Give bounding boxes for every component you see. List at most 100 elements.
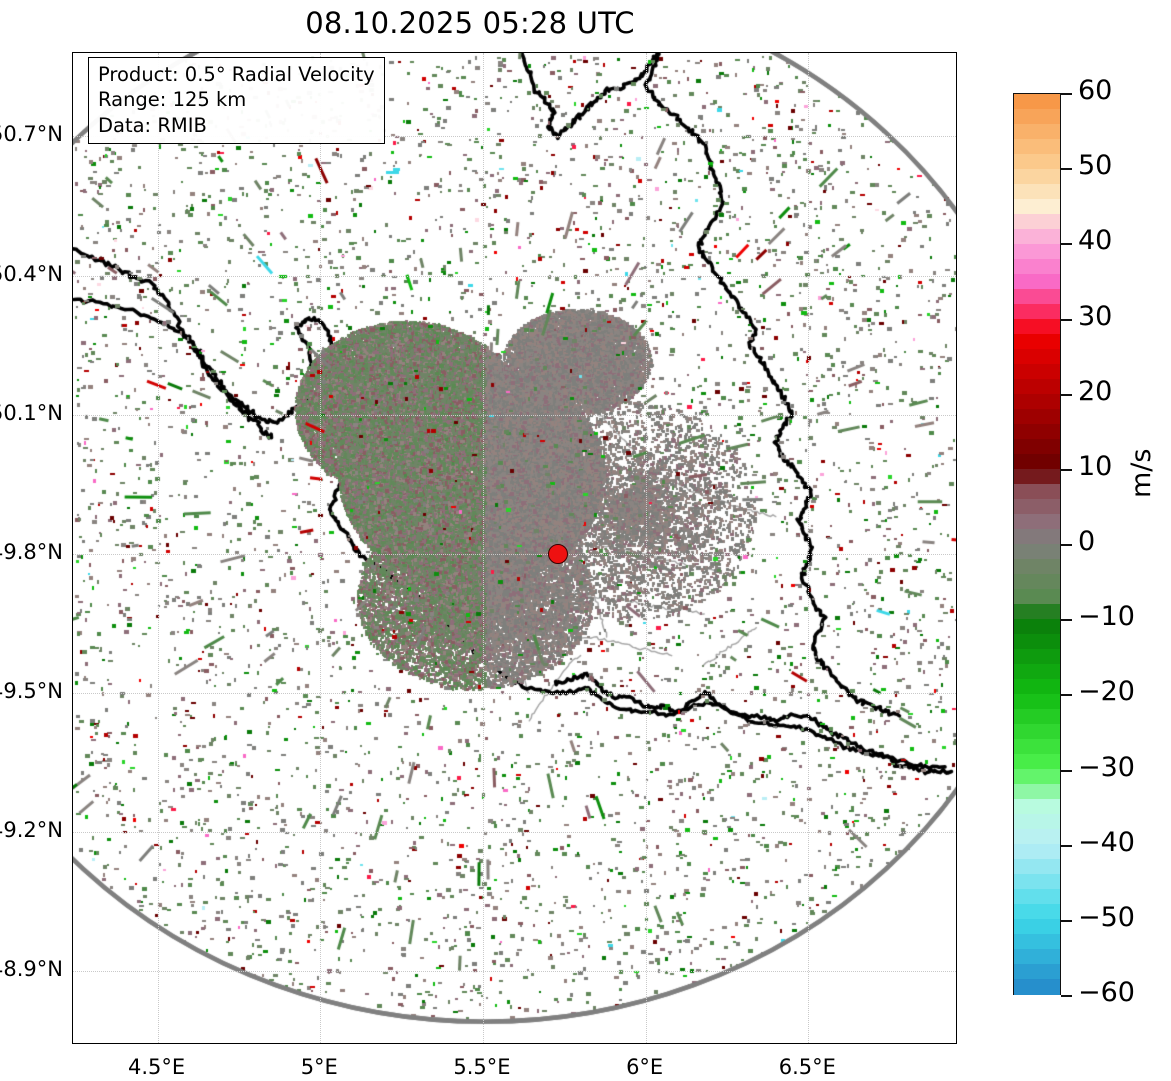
colorbar-band	[1014, 409, 1060, 426]
lat-tick-label: 50.7°N	[0, 122, 63, 147]
info-range: Range: 125 km	[98, 88, 247, 112]
lat-tick-label: 48.9°N	[0, 956, 63, 981]
colorbar-band	[1014, 349, 1060, 366]
product-info-box: Product: 0.5° Radial Velocity Range: 125…	[88, 57, 385, 145]
colorbar-tick	[1061, 243, 1072, 246]
lon-tick-label: 5.5°E	[453, 1055, 511, 1079]
lat-tick-label: 49.5°N	[0, 678, 63, 703]
colorbar-band	[1014, 574, 1060, 591]
colorbar-band	[1014, 109, 1060, 126]
colorbar-band	[1014, 859, 1060, 876]
colorbar-band	[1014, 649, 1060, 666]
colorbar-band	[1014, 814, 1060, 831]
colorbar-band	[1014, 934, 1060, 951]
info-data-source: Data: RMIB	[98, 113, 207, 137]
radar-plot-area[interactable]	[72, 52, 957, 1044]
gridline-lat	[73, 553, 956, 555]
colorbar-tick	[1061, 318, 1072, 321]
lon-tick-label: 6.5°E	[778, 1055, 836, 1079]
colorbar-band	[1014, 199, 1060, 216]
colorbar-tick-label: 20	[1078, 375, 1113, 407]
colorbar-tick	[1061, 919, 1072, 922]
colorbar-tick-label: −40	[1078, 826, 1135, 858]
colorbar-band	[1014, 754, 1060, 771]
colorbar-band	[1014, 379, 1060, 396]
colorbar-tick	[1061, 93, 1072, 95]
lat-tick-label: 50.4°N	[0, 261, 63, 286]
colorbar-band	[1014, 679, 1060, 696]
gridline-lat	[73, 275, 956, 277]
colorbar-tick	[1061, 995, 1072, 997]
colorbar-band	[1014, 619, 1060, 636]
colorbar-band	[1014, 634, 1060, 651]
velocity-colorbar	[1013, 93, 1061, 996]
radar-site-marker	[547, 543, 568, 564]
colorbar-band	[1014, 454, 1060, 471]
colorbar-band	[1014, 334, 1060, 351]
colorbar-band	[1014, 544, 1060, 561]
colorbar-band	[1014, 168, 1060, 186]
info-product: Product: 0.5° Radial Velocity	[98, 63, 375, 86]
colorbar-band	[1014, 784, 1060, 801]
colorbar-band	[1014, 724, 1060, 741]
colorbar-band	[1014, 154, 1060, 171]
colorbar-band	[1014, 304, 1060, 321]
radar-map-canvas	[73, 53, 956, 1043]
colorbar-tick-label: 60	[1078, 75, 1113, 106]
colorbar-tick	[1061, 619, 1072, 622]
colorbar-band	[1014, 769, 1060, 786]
colorbar-band	[1014, 499, 1060, 516]
colorbar-band	[1014, 709, 1060, 726]
colorbar-band	[1014, 393, 1060, 411]
colorbar-tick	[1061, 844, 1072, 847]
colorbar-tick-label: −50	[1078, 901, 1135, 933]
colorbar-tick-label: 0	[1078, 526, 1096, 557]
colorbar-band	[1014, 439, 1060, 456]
gridline-lat	[73, 414, 956, 416]
gridline-lon	[320, 53, 322, 1043]
colorbar-tick-label: −10	[1078, 601, 1135, 633]
colorbar-band	[1014, 738, 1060, 756]
colorbar-band	[1014, 243, 1060, 261]
lon-tick-label: 6°E	[626, 1055, 664, 1079]
colorbar-band	[1014, 229, 1060, 246]
colorbar-tick	[1061, 468, 1072, 471]
gridline-lon	[157, 53, 159, 1043]
lon-tick-label: 4.5°E	[128, 1055, 186, 1079]
colorbar-band	[1014, 94, 1060, 111]
colorbar-band	[1014, 889, 1060, 906]
colorbar-band	[1014, 904, 1060, 921]
colorbar-band	[1014, 919, 1060, 936]
gridline-lon	[645, 53, 647, 1043]
colorbar-band	[1014, 844, 1060, 861]
colorbar-band	[1014, 799, 1060, 816]
colorbar-tick-label: 50	[1078, 150, 1113, 182]
colorbar-band	[1014, 514, 1060, 531]
colorbar-band	[1014, 259, 1060, 276]
lat-tick-label: 49.8°N	[0, 539, 63, 564]
gridline-lon	[808, 53, 810, 1043]
colorbar-band	[1014, 214, 1060, 231]
colorbar-band	[1014, 664, 1060, 681]
colorbar-tick-label: 30	[1078, 300, 1113, 332]
colorbar-band	[1014, 184, 1060, 201]
gridline-lat	[73, 970, 956, 972]
gridline-lon	[482, 53, 484, 1043]
colorbar-tick-label: −60	[1078, 977, 1135, 1008]
colorbar-band	[1014, 949, 1060, 966]
colorbar-band	[1014, 979, 1060, 996]
colorbar-band	[1014, 274, 1060, 291]
colorbar-band	[1014, 964, 1060, 981]
colorbar-band	[1014, 424, 1060, 441]
colorbar-band	[1014, 289, 1060, 306]
colorbar-band	[1014, 874, 1060, 891]
colorbar-band	[1014, 484, 1060, 501]
colorbar-tick-label: 10	[1078, 450, 1113, 482]
colorbar-band	[1014, 693, 1060, 711]
colorbar-band	[1014, 139, 1060, 156]
colorbar-band	[1014, 469, 1060, 486]
colorbar-band	[1014, 604, 1060, 621]
colorbar-band	[1014, 559, 1060, 576]
colorbar-tick-label: 40	[1078, 225, 1113, 257]
colorbar-band	[1014, 829, 1060, 846]
